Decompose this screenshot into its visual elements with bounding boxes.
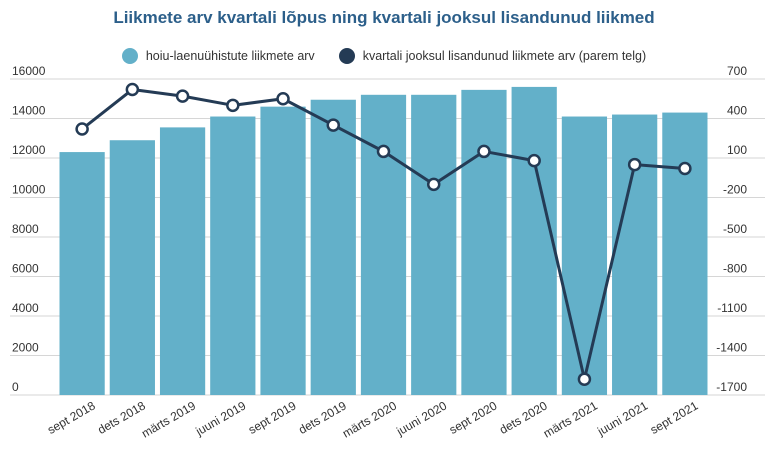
line-point — [175, 89, 190, 103]
y-right-tick-label: 700 — [727, 64, 747, 78]
y-right-tick-label: -800 — [723, 262, 747, 276]
y-right-tick-label: -1700 — [716, 380, 747, 394]
x-tick-label: sept 2020 — [447, 398, 500, 437]
bar — [210, 116, 256, 396]
y-left-tick-label: 12000 — [12, 143, 46, 157]
bar — [612, 114, 658, 396]
y-right-tick-label: 100 — [727, 143, 747, 157]
y-left-tick-label: 4000 — [12, 301, 39, 315]
bar — [662, 112, 708, 395]
y-right-tick-label: -200 — [723, 183, 747, 197]
line-point — [678, 161, 692, 176]
x-tick-label: märts 2020 — [340, 398, 399, 440]
y-left-tick-label: 0 — [12, 380, 19, 394]
x-tick-label: sept 2019 — [246, 398, 299, 437]
bar — [411, 94, 457, 396]
bar — [159, 127, 206, 395]
y-right-tick-label: -1400 — [716, 341, 747, 355]
line-point — [75, 122, 89, 136]
legend-marker-line — [338, 48, 355, 64]
x-tick-label: sept 2018 — [45, 398, 98, 437]
line-point — [276, 92, 290, 106]
bar — [461, 89, 507, 396]
bar — [360, 94, 407, 396]
line-point — [426, 177, 441, 192]
line-point — [226, 98, 240, 113]
bar — [260, 106, 306, 396]
y-left-tick-label: 16000 — [12, 64, 46, 78]
line-point — [376, 144, 391, 159]
line-point — [627, 157, 642, 172]
chart-title: Liikmete arv kvartali lõpus ning kvartal… — [113, 8, 655, 27]
x-tick-label: juuni 2021 — [594, 398, 650, 438]
y-left-tick-label: 10000 — [12, 183, 46, 197]
y-right-tick-label: -500 — [723, 222, 747, 236]
line-point — [477, 144, 491, 159]
y-right-tick-label: -1100 — [717, 301, 747, 315]
bar — [310, 99, 356, 396]
x-tick-label: märts 2019 — [139, 398, 198, 440]
y-left-tick-label: 14000 — [12, 104, 46, 118]
y-left-tick-label: 2000 — [12, 341, 39, 355]
line-point — [577, 372, 592, 386]
x-tick-label: sept 2021 — [648, 398, 701, 437]
legend: hoiu-laenuühistute liikmete arv kvartali… — [0, 48, 768, 64]
bar — [511, 86, 557, 396]
legend-label-line: kvartali jooksul lisandunud liikmete arv… — [362, 49, 647, 63]
legend-label-bars: hoiu-laenuühistute liikmete arv — [145, 49, 315, 63]
y-left-tick-label: 6000 — [12, 262, 39, 276]
x-tick-label: märts 2021 — [541, 398, 600, 440]
x-tick-label: juuni 2020 — [393, 398, 449, 438]
legend-item-bars[interactable]: hoiu-laenuühistute liikmete arv — [121, 48, 315, 64]
bar — [109, 140, 155, 395]
bar — [59, 152, 105, 395]
bar — [561, 116, 608, 396]
y-left-tick-label: 8000 — [12, 222, 39, 236]
legend-marker-bars — [121, 48, 138, 64]
legend-item-line[interactable]: kvartali jooksul lisandunud liikmete arv… — [338, 48, 647, 64]
line-point — [125, 82, 140, 97]
y-right-tick-label: 400 — [727, 104, 747, 118]
line-point — [527, 153, 541, 168]
line-point — [326, 118, 341, 132]
x-tick-label: juuni 2019 — [192, 398, 248, 438]
